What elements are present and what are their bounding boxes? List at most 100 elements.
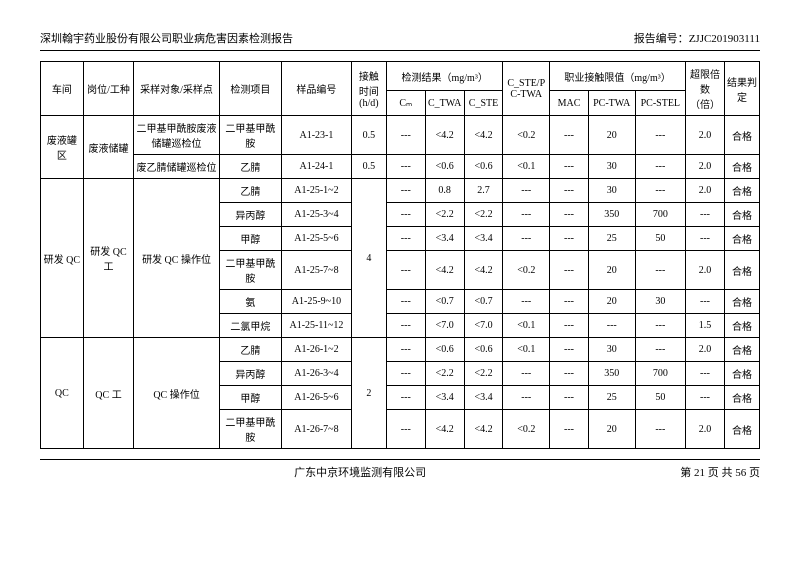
cell: --- (386, 410, 425, 449)
col-item: 检测项目 (219, 62, 281, 116)
page-header: 深圳翰宇药业股份有限公司职业病危害因素检测报告 报告编号：ZJJC2019031… (40, 30, 760, 51)
col-mult: 超限倍数（倍） (686, 62, 725, 116)
cell: 350 (588, 203, 635, 227)
cell: 30 (588, 155, 635, 179)
cell: QC (41, 338, 84, 449)
cell: 乙腈 (219, 155, 281, 179)
cell: A1-25-3~4 (281, 203, 351, 227)
cell: A1-25-5~6 (281, 227, 351, 251)
cell: --- (550, 410, 589, 449)
cell: <0.1 (503, 314, 550, 338)
cell: A1-25-1~2 (281, 179, 351, 203)
cell: 20 (588, 410, 635, 449)
table-row: 废液罐区废液储罐二甲基甲酰胺废液储罐巡检位二甲基甲酰胺A1-23-10.5---… (41, 116, 760, 155)
table-row: 研发 QC研发 QC 工研发 QC 操作位乙腈A1-25-1~24---0.82… (41, 179, 760, 203)
cell: <4.2 (464, 251, 503, 290)
cell: --- (686, 227, 725, 251)
col-object: 采样对象/采样点 (134, 62, 220, 116)
cell: 20 (588, 116, 635, 155)
cell: --- (550, 290, 589, 314)
cell: --- (635, 314, 686, 338)
cell: 2.0 (686, 338, 725, 362)
cell: --- (686, 290, 725, 314)
cell: 二甲基甲酰胺 (219, 116, 281, 155)
cell: 合格 (724, 290, 759, 314)
cell: 二甲基甲酰胺 (219, 410, 281, 449)
cell: A1-26-3~4 (281, 362, 351, 386)
cell: <2.2 (464, 203, 503, 227)
cell: 2.0 (686, 410, 725, 449)
header-report-no: 报告编号：ZJJC201903111 (634, 30, 760, 46)
cell: --- (550, 179, 589, 203)
cell: --- (386, 203, 425, 227)
col-result-group: 检测结果（mg/m³） (386, 62, 503, 91)
cell: 研发 QC 操作位 (134, 179, 220, 338)
cell: 50 (635, 386, 686, 410)
cell: --- (550, 314, 589, 338)
cell: <0.1 (503, 155, 550, 179)
cell: --- (503, 386, 550, 410)
cell: --- (550, 386, 589, 410)
cell: --- (635, 338, 686, 362)
col-cste: C_STE (464, 91, 503, 116)
cell: 合格 (724, 251, 759, 290)
cell: --- (386, 386, 425, 410)
cell: --- (635, 251, 686, 290)
cell: <3.4 (464, 227, 503, 251)
cell: A1-25-11~12 (281, 314, 351, 338)
cell: 废乙腈储罐巡检位 (134, 155, 220, 179)
cell: --- (686, 386, 725, 410)
cell: --- (550, 251, 589, 290)
table-row: QCQC 工QC 操作位乙腈A1-26-1~22---<0.6<0.6<0.1-… (41, 338, 760, 362)
cell: A1-26-1~2 (281, 338, 351, 362)
cell: <2.2 (425, 362, 464, 386)
cell: 甲醇 (219, 386, 281, 410)
cell: --- (503, 179, 550, 203)
col-ctwa: C_TWA (425, 91, 464, 116)
cell: --- (386, 338, 425, 362)
cell: 50 (635, 227, 686, 251)
cell: --- (503, 227, 550, 251)
cell: 2.0 (686, 179, 725, 203)
cell: 350 (588, 362, 635, 386)
cell: --- (550, 338, 589, 362)
detection-table: 车间 岗位/工种 采样对象/采样点 检测项目 样品编号 接触时间(h/d) 检测… (40, 61, 760, 449)
cell: 氨 (219, 290, 281, 314)
cell: <3.4 (425, 227, 464, 251)
cell: 二氯甲烷 (219, 314, 281, 338)
cell: --- (386, 290, 425, 314)
cell: 异丙醇 (219, 362, 281, 386)
cell: 700 (635, 362, 686, 386)
cell: 合格 (724, 179, 759, 203)
cell: 4 (351, 179, 386, 338)
col-code: 样品编号 (281, 62, 351, 116)
cell: A1-25-9~10 (281, 290, 351, 314)
cell: 700 (635, 203, 686, 227)
cell: QC 工 (83, 338, 134, 449)
cell: 30 (588, 179, 635, 203)
col-mac: MAC (550, 91, 589, 116)
cell: <0.6 (464, 338, 503, 362)
cell: --- (550, 116, 589, 155)
cell: <0.6 (464, 155, 503, 179)
cell: 30 (635, 290, 686, 314)
cell: 2.0 (686, 251, 725, 290)
cell: <0.6 (425, 338, 464, 362)
col-ratio: C_STE/PC-TWA (503, 62, 550, 116)
cell: 研发 QC 工 (83, 179, 134, 338)
cell: 2 (351, 338, 386, 449)
col-cm: Cₘ (386, 91, 425, 116)
cell: --- (503, 203, 550, 227)
cell: 20 (588, 290, 635, 314)
cell: --- (386, 251, 425, 290)
footer-company: 广东中京环境监测有限公司 (40, 464, 680, 480)
cell: <0.1 (503, 338, 550, 362)
table-body: 废液罐区废液储罐二甲基甲酰胺废液储罐巡检位二甲基甲酰胺A1-23-10.5---… (41, 116, 760, 449)
cell: <0.6 (425, 155, 464, 179)
cell: --- (550, 203, 589, 227)
col-post: 岗位/工种 (83, 62, 134, 116)
col-limit-group: 职业接触限值（mg/m³） (550, 62, 686, 91)
cell: 1.5 (686, 314, 725, 338)
cell: --- (686, 362, 725, 386)
cell: --- (635, 116, 686, 155)
